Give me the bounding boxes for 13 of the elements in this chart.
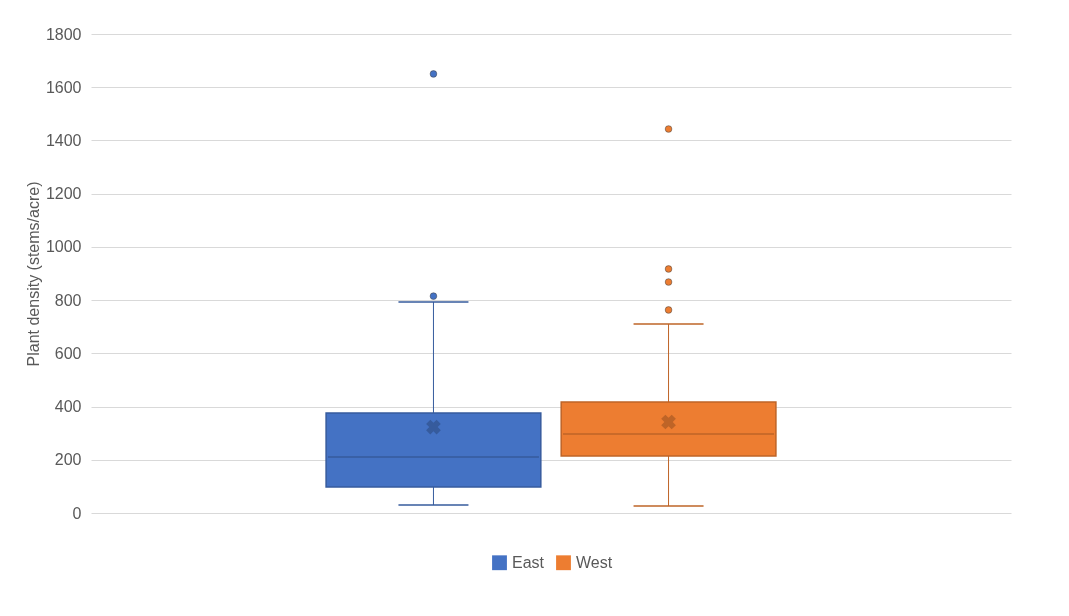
y-tick-label: 1600 [45, 78, 82, 96]
y-tick-label: 0 [72, 504, 82, 522]
y-tick-label: 1400 [45, 131, 82, 149]
y-tick-label: 600 [54, 344, 82, 362]
y-tick-label: 1000 [45, 238, 82, 256]
y-tick-label: 400 [54, 398, 82, 416]
y-tick-label: 200 [54, 451, 82, 469]
y-tick-label: 1800 [45, 25, 82, 43]
legend-label: West [576, 553, 613, 571]
legend-label: East [512, 553, 545, 571]
y-tick-label: 1200 [45, 185, 82, 203]
y-axis-title: Plant density (stems/acre) [24, 181, 42, 367]
y-tick-label: 800 [54, 291, 82, 309]
